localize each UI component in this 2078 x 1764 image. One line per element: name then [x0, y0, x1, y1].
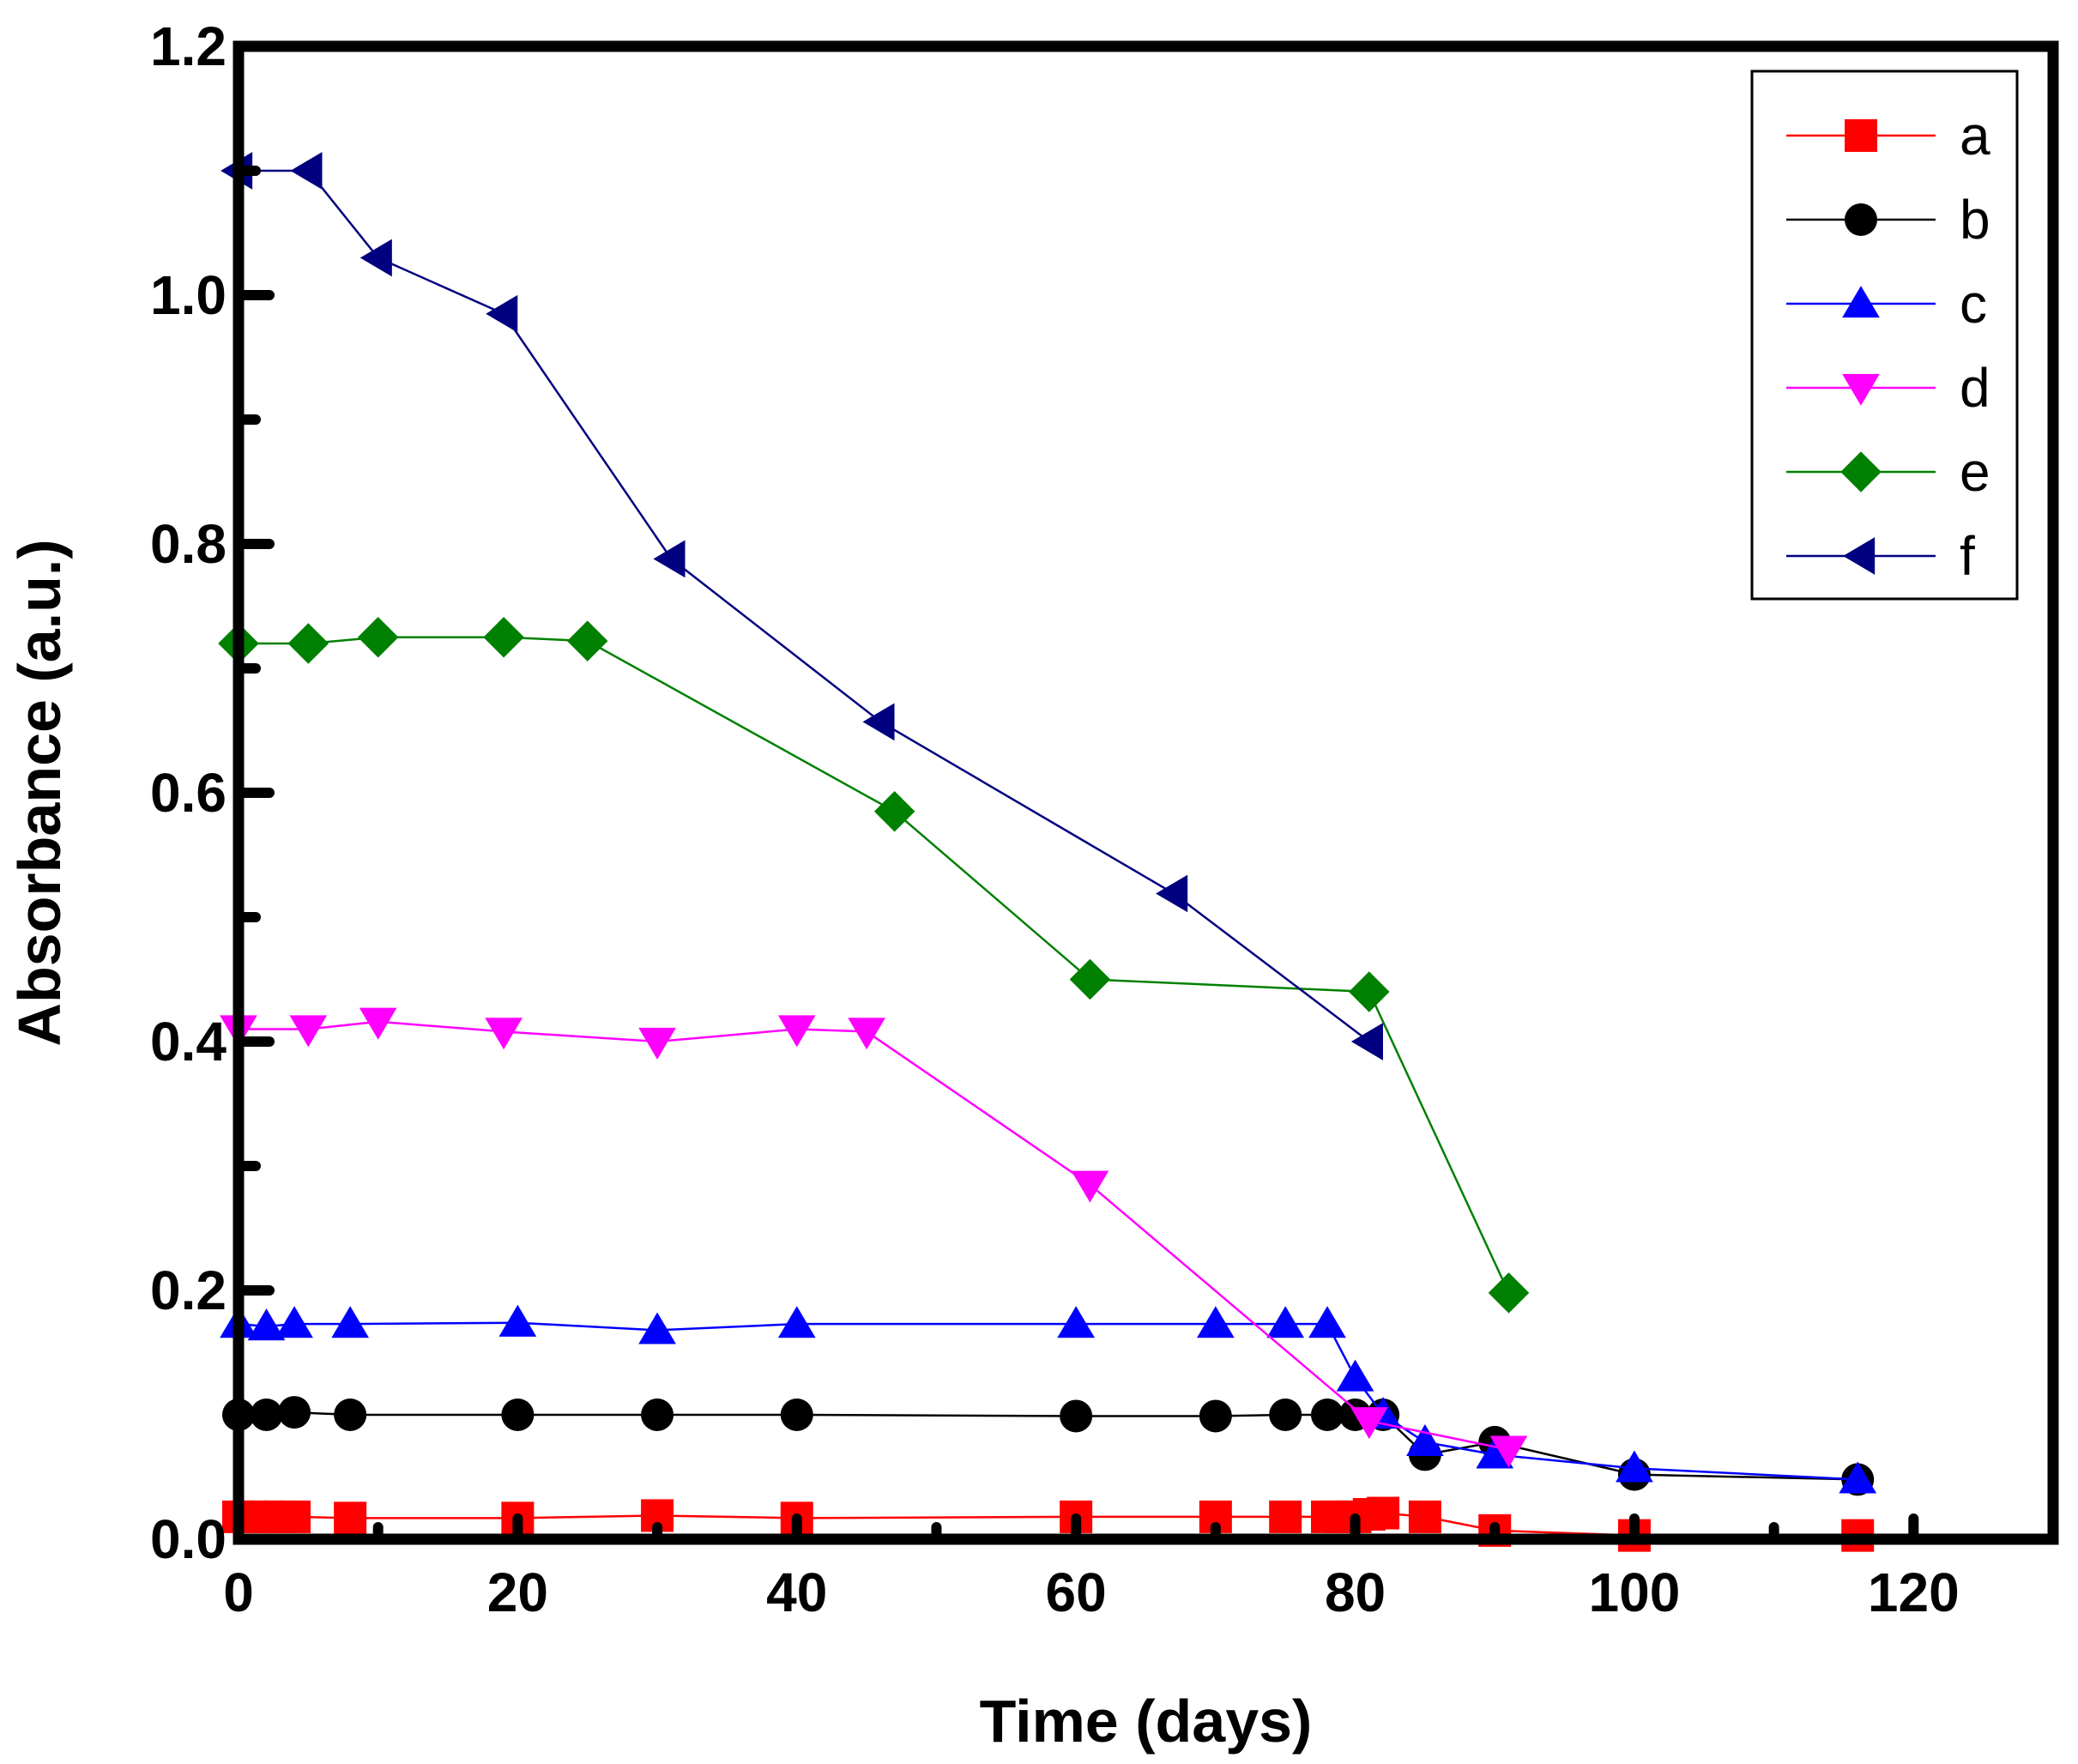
series-b-point — [1060, 1399, 1093, 1433]
series-d-point — [1489, 1435, 1528, 1468]
series-d — [220, 1007, 1528, 1468]
series-c-point — [1308, 1306, 1346, 1338]
series-c-point — [1266, 1306, 1305, 1338]
x-tick-label: 60 — [1046, 1562, 1107, 1623]
series-a-point — [278, 1500, 311, 1533]
series-c-line — [238, 1321, 1858, 1481]
series-e-point — [1069, 958, 1111, 1000]
y-tick-label: 0.0 — [150, 1508, 227, 1570]
x-tick-label: 0 — [223, 1562, 254, 1623]
series-b-point — [501, 1399, 535, 1431]
y-tick-label: 0.4 — [150, 1011, 227, 1072]
series-a-point — [334, 1501, 367, 1535]
series-e — [218, 617, 1530, 1314]
series-f-point — [862, 703, 895, 741]
series-b-point — [641, 1399, 674, 1431]
series-a-line — [239, 1512, 1858, 1537]
series-d-line — [239, 1020, 1509, 1451]
legend-marker-a — [1845, 119, 1877, 152]
y-tick-label: 1.0 — [150, 264, 227, 326]
series-e-point — [566, 620, 608, 662]
series-e-point — [873, 791, 915, 832]
series-b-point — [780, 1399, 813, 1431]
series-f-point — [1350, 1023, 1383, 1060]
series-f-point — [486, 294, 518, 333]
series-c-point — [275, 1306, 313, 1338]
series-c-point — [498, 1304, 537, 1337]
series-b-point — [278, 1396, 311, 1429]
series-c — [220, 1304, 1877, 1494]
series-b-point — [250, 1399, 283, 1431]
series-e-point — [483, 617, 524, 658]
series-b-point — [1311, 1399, 1344, 1431]
series-b-line — [239, 1411, 1858, 1481]
x-tick-label: 120 — [1868, 1562, 1960, 1623]
legend-label-c: c — [1960, 273, 1987, 335]
series-b-point — [334, 1399, 367, 1431]
series-e-point — [287, 623, 329, 664]
series-f-point — [359, 239, 392, 277]
series-c-point — [638, 1312, 676, 1344]
plot-area — [218, 152, 1877, 1552]
legend-marker-b — [1845, 203, 1877, 236]
x-tick-label: 100 — [1589, 1562, 1681, 1623]
series-c-point — [1057, 1306, 1096, 1338]
series-d-point — [359, 1007, 397, 1040]
legend-label-b: b — [1960, 189, 1990, 251]
series-f-point — [1156, 874, 1188, 913]
legend-label-a: a — [1960, 105, 1990, 166]
x-tick-label: 80 — [1325, 1562, 1386, 1623]
series-f-point — [653, 540, 686, 578]
series-d-point — [638, 1027, 676, 1060]
series-e-line — [239, 636, 1510, 1294]
legend-marker-d — [1842, 373, 1880, 406]
series-a-point — [1269, 1500, 1302, 1533]
x-axis-title: Time (days) — [980, 1688, 1313, 1755]
series-c-point — [247, 1308, 286, 1341]
legend-marker-f — [1843, 537, 1876, 575]
series-f-point — [290, 152, 323, 190]
legend-label-d: d — [1960, 357, 1990, 419]
x-tick-label: 40 — [766, 1562, 827, 1623]
y-axis: 0.0 0.2 0.4 0.6 0.8 1.0 1.2 — [150, 15, 275, 1570]
series-d-point — [1071, 1170, 1109, 1203]
y-axis-title: Absorbance (a.u.) — [6, 539, 73, 1046]
series-c-point — [1406, 1424, 1444, 1457]
series-c-point — [1616, 1450, 1653, 1483]
series-b-point — [1269, 1399, 1302, 1431]
series-e-point — [1488, 1272, 1530, 1314]
series-c-point — [1196, 1306, 1235, 1338]
y-tick-label: 0.2 — [150, 1260, 227, 1321]
legend-marker-c — [1842, 286, 1880, 318]
series-c-point — [1476, 1436, 1514, 1469]
legend-marker-e — [1840, 451, 1882, 492]
series-d-point — [777, 1015, 816, 1048]
series-a-point — [1367, 1496, 1400, 1530]
series-a-point — [1408, 1500, 1441, 1533]
series-c-point — [331, 1306, 370, 1338]
series-c-point — [1336, 1359, 1374, 1392]
y-tick-label: 0.6 — [150, 762, 227, 824]
y-tick-label: 0.8 — [150, 513, 227, 575]
legend-label-e: e — [1960, 441, 1990, 503]
series-d-point — [848, 1018, 885, 1050]
series-b-point — [1199, 1399, 1232, 1433]
legend-box — [1750, 69, 2019, 601]
series-d-point — [1350, 1407, 1388, 1440]
series-f-line — [239, 169, 1370, 1042]
series-f — [220, 152, 1383, 1060]
series-d-point — [485, 1018, 523, 1050]
y-tick-label: 1.2 — [150, 15, 227, 77]
series-d-point — [289, 1015, 328, 1048]
legend-label-f: f — [1960, 525, 1975, 587]
series-c-point — [777, 1306, 816, 1338]
x-tick-label: 20 — [487, 1562, 548, 1623]
series-c-point — [1839, 1461, 1877, 1494]
series-e-point — [1349, 971, 1390, 1012]
series-e-point — [357, 617, 399, 658]
